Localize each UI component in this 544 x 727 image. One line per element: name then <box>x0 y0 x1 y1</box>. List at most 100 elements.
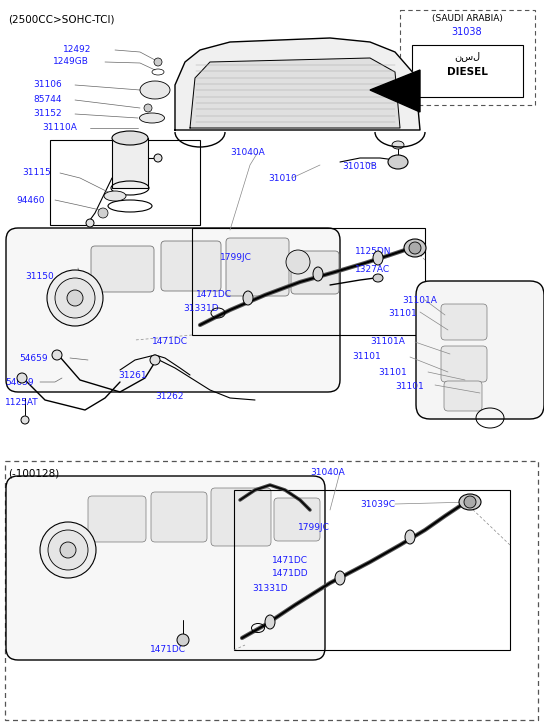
FancyBboxPatch shape <box>226 238 289 296</box>
Text: 31262: 31262 <box>155 392 183 401</box>
Ellipse shape <box>313 267 323 281</box>
FancyBboxPatch shape <box>441 346 487 382</box>
Text: (SAUDI ARABIA): (SAUDI ARABIA) <box>431 14 503 23</box>
Text: 1471DD: 1471DD <box>272 569 308 578</box>
Text: 54659: 54659 <box>5 378 34 387</box>
Circle shape <box>21 416 29 424</box>
Ellipse shape <box>139 113 164 123</box>
Circle shape <box>144 104 152 112</box>
Text: 1249GB: 1249GB <box>53 57 89 66</box>
Text: DIESEL: DIESEL <box>447 67 487 77</box>
Ellipse shape <box>243 291 253 305</box>
FancyBboxPatch shape <box>6 476 325 660</box>
Text: 1471DC: 1471DC <box>150 645 186 654</box>
Text: 1799JC: 1799JC <box>220 253 252 262</box>
Bar <box>400 10 535 105</box>
Text: 1471DC: 1471DC <box>152 337 188 346</box>
FancyBboxPatch shape <box>211 488 271 546</box>
FancyBboxPatch shape <box>88 496 146 542</box>
Bar <box>412 45 523 97</box>
Bar <box>258 68 355 105</box>
Circle shape <box>67 290 83 306</box>
Text: 31040A: 31040A <box>230 148 265 157</box>
Polygon shape <box>190 58 400 128</box>
Circle shape <box>464 496 476 508</box>
Text: 31039C: 31039C <box>360 500 395 509</box>
Circle shape <box>55 278 95 318</box>
Ellipse shape <box>265 615 275 629</box>
Text: 94460: 94460 <box>16 196 45 205</box>
Text: 31152: 31152 <box>33 109 61 118</box>
Ellipse shape <box>373 274 383 282</box>
Text: (-100128): (-100128) <box>8 469 59 479</box>
Circle shape <box>177 634 189 646</box>
Text: 54659: 54659 <box>19 354 48 363</box>
Ellipse shape <box>459 494 481 510</box>
Circle shape <box>86 219 94 227</box>
Circle shape <box>40 522 96 578</box>
Circle shape <box>52 350 62 360</box>
Text: 31106: 31106 <box>33 80 62 89</box>
Text: 1125DN: 1125DN <box>355 247 392 256</box>
Text: 31101: 31101 <box>395 382 424 391</box>
Bar <box>50 140 200 225</box>
FancyBboxPatch shape <box>91 246 154 292</box>
Ellipse shape <box>104 191 126 201</box>
Circle shape <box>150 355 160 365</box>
FancyBboxPatch shape <box>444 381 482 411</box>
Circle shape <box>48 530 88 570</box>
Text: 12492: 12492 <box>63 45 91 54</box>
Text: 31010: 31010 <box>268 174 296 183</box>
Ellipse shape <box>140 81 170 99</box>
Text: 31040A: 31040A <box>310 468 345 477</box>
Text: 31101: 31101 <box>352 352 381 361</box>
Text: 31010B: 31010B <box>342 162 377 171</box>
Circle shape <box>154 154 162 162</box>
Text: 31110A: 31110A <box>42 123 77 132</box>
Ellipse shape <box>405 530 415 544</box>
Polygon shape <box>370 70 420 112</box>
Ellipse shape <box>335 571 345 585</box>
Text: 1125AT: 1125AT <box>5 398 39 407</box>
Text: 31101A: 31101A <box>402 296 437 305</box>
Text: 31150: 31150 <box>58 538 86 547</box>
Text: 31101: 31101 <box>388 309 417 318</box>
Text: (2500CC>SOHC-TCI): (2500CC>SOHC-TCI) <box>8 14 114 24</box>
Text: 31331D: 31331D <box>252 584 288 593</box>
Text: 1327AC: 1327AC <box>355 265 390 274</box>
Text: 31101A: 31101A <box>370 337 405 346</box>
Circle shape <box>17 373 27 383</box>
Text: USE DIESEL FUEL ONLY: USE DIESEL FUEL ONLY <box>278 87 334 92</box>
Circle shape <box>47 270 103 326</box>
FancyBboxPatch shape <box>416 281 544 419</box>
FancyBboxPatch shape <box>6 228 340 392</box>
Bar <box>5 461 538 720</box>
Circle shape <box>98 208 108 218</box>
Text: 1471DC: 1471DC <box>196 290 232 299</box>
Text: 31150: 31150 <box>25 272 54 281</box>
Text: 31331D: 31331D <box>183 304 219 313</box>
Circle shape <box>154 58 162 66</box>
Text: DIESEL ONLY: DIESEL ONLY <box>276 72 336 81</box>
Ellipse shape <box>404 239 426 257</box>
Text: 31101: 31101 <box>378 368 407 377</box>
Ellipse shape <box>388 155 408 169</box>
FancyBboxPatch shape <box>291 251 339 294</box>
Circle shape <box>60 542 76 558</box>
Text: 31038: 31038 <box>452 27 483 37</box>
Ellipse shape <box>373 251 383 265</box>
Text: 85744: 85744 <box>33 95 61 104</box>
Circle shape <box>286 250 310 274</box>
FancyBboxPatch shape <box>151 492 207 542</box>
Text: 31261: 31261 <box>118 371 147 380</box>
Text: 31038: 31038 <box>300 71 329 80</box>
Text: 1799JC: 1799JC <box>298 523 330 532</box>
Ellipse shape <box>112 131 148 145</box>
Text: نسل: نسل <box>454 51 480 61</box>
Bar <box>192 228 425 335</box>
Text: 31115: 31115 <box>22 168 51 177</box>
Text: ®: ® <box>347 70 353 75</box>
Text: OR ENGINE DAMAGE MAY RESULT: OR ENGINE DAMAGE MAY RESULT <box>272 96 340 100</box>
FancyBboxPatch shape <box>274 498 320 541</box>
Polygon shape <box>175 38 420 130</box>
